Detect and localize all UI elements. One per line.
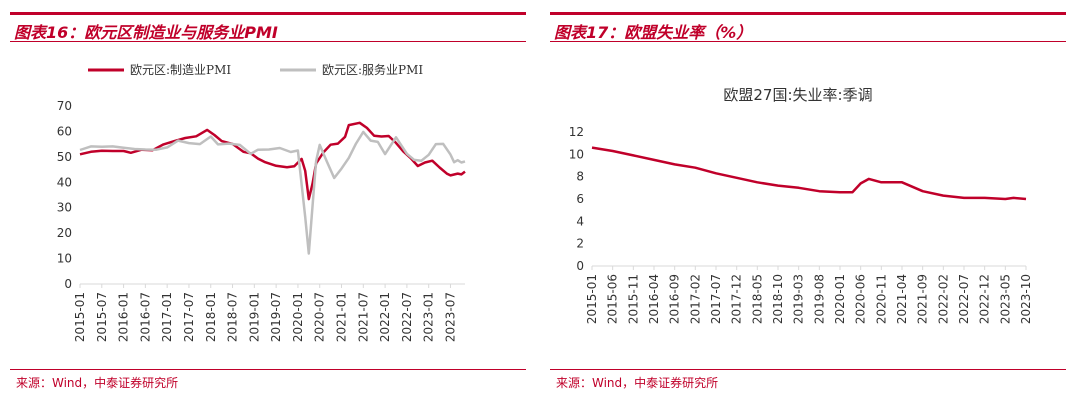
- legend-label: 欧元区:制造业PMI: [130, 63, 231, 77]
- x-tick-label: 2017-07: [182, 292, 196, 342]
- legend-item: 欧元区:制造业PMI: [88, 63, 231, 77]
- y-tick-label: 6: [576, 192, 584, 206]
- series-line: [79, 121, 466, 201]
- x-tick-label: 2017-07: [709, 274, 723, 324]
- x-tick-label: 2022-07: [400, 292, 414, 342]
- x-tick-label: 2020-01: [291, 292, 305, 342]
- x-tick-label: 2016-01: [117, 292, 131, 342]
- y-tick-label: 50: [57, 150, 72, 164]
- x-tick-label: 2019-08: [812, 274, 826, 324]
- x-tick-label: 2015-01: [73, 292, 87, 342]
- divider: [550, 369, 1066, 370]
- x-tick-label: 2020-11: [874, 274, 888, 324]
- x-tick-label: 2018-10: [771, 274, 785, 324]
- x-tick-label: 2021-04: [895, 274, 909, 324]
- x-tick-label: 2022-07: [957, 274, 971, 324]
- divider: [10, 369, 526, 370]
- legend-item: 欧元区:服务业PMI: [280, 62, 423, 77]
- y-tick-label: 10: [569, 147, 584, 161]
- x-tick-label: 2016-04: [647, 274, 661, 324]
- chart-title: 欧盟27国:失业率:季调: [723, 86, 872, 104]
- x-tick-label: 2020-07: [313, 292, 327, 342]
- y-tick-label: 0: [64, 277, 72, 291]
- x-tick-label: 2021-01: [335, 292, 349, 342]
- y-tick-label: 30: [57, 201, 72, 215]
- x-tick-label: 2022-12: [978, 274, 992, 324]
- pmi-line-chart: 0 10 20 30 40 50 60 70 2015-01 2015-07 2016-01 2016…: [57, 62, 466, 342]
- x-tick-label: 2023-07: [443, 292, 457, 342]
- y-tick-label: 0: [576, 259, 584, 273]
- y-tick-label: 8: [576, 170, 584, 184]
- figure-title: 图表16：欧元区制造业与服务业PMI: [14, 23, 278, 42]
- panel-eu-unemployment: 图表17：欧盟失业率（%） 0 2 4 6 8 10 12 2015-01 2015-06 201…: [540, 0, 1080, 410]
- chart-title-bar: 图表17：欧盟失业率（%）: [550, 12, 1066, 42]
- legend-label: 欧元区:服务业PMI: [322, 62, 423, 77]
- y-tick-label: 12: [569, 125, 584, 139]
- x-tick-label: 2019-03: [792, 274, 806, 324]
- x-tick-label: 2015-06: [606, 274, 620, 324]
- y-tick-label: 40: [57, 175, 72, 189]
- x-tick-label: 2017-02: [688, 274, 702, 324]
- y-tick-label: 2: [576, 237, 584, 251]
- figure-title: 图表17：欧盟失业率（%）: [554, 23, 753, 42]
- x-tick-label: 2018-07: [226, 292, 240, 342]
- x-tick-label: 2016-09: [668, 274, 682, 324]
- y-tick-label: 4: [576, 214, 584, 228]
- x-tick-label: 2021-09: [916, 274, 930, 324]
- source-note: 来源：Wind，中泰证券研究所: [16, 376, 179, 390]
- y-tick-label: 10: [57, 252, 72, 266]
- x-tick-label: 2022-01: [378, 292, 392, 342]
- x-tick-label: 2019-01: [247, 292, 261, 342]
- series-line: [79, 130, 466, 255]
- x-tick-label: 2017-01: [160, 292, 174, 342]
- x-tick-label: 2021-07: [356, 292, 370, 342]
- unemployment-line-chart: 0 2 4 6 8 10 12 2015-01 2015-06 2015-11 2016-04 201…: [569, 86, 1033, 324]
- x-tick-label: 2020-01: [833, 274, 847, 324]
- x-tick-label: 2016-07: [138, 292, 152, 342]
- x-tick-label: 2019-07: [269, 292, 283, 342]
- x-tick-label: 2020-06: [854, 274, 868, 324]
- x-tick-label: 2023-10: [1019, 274, 1033, 324]
- x-tick-label: 2015-11: [626, 274, 640, 324]
- x-tick-label: 2017-12: [730, 274, 744, 324]
- panel-eurozone-pmi: 图表16：欧元区制造业与服务业PMI 0 10 20 30 40 50 60 70 2015-0…: [10, 12, 526, 390]
- series-line: [591, 146, 1027, 201]
- source-note: 来源：Wind，中泰证券研究所: [556, 376, 719, 390]
- chart-title-bar: 图表16：欧元区制造业与服务业PMI: [10, 12, 526, 42]
- x-tick-label: 2023-05: [998, 274, 1012, 324]
- x-tick-label: 2018-05: [750, 274, 764, 324]
- y-tick-label: 20: [57, 226, 72, 240]
- x-tick-label: 2023-01: [422, 292, 436, 342]
- x-tick-label: 2015-01: [585, 274, 599, 324]
- x-tick-label: 2015-07: [95, 292, 109, 342]
- x-tick-label: 2018-01: [204, 292, 218, 342]
- y-tick-label: 70: [57, 99, 72, 113]
- y-tick-label: 60: [57, 124, 72, 138]
- x-tick-label: 2022-02: [936, 274, 950, 324]
